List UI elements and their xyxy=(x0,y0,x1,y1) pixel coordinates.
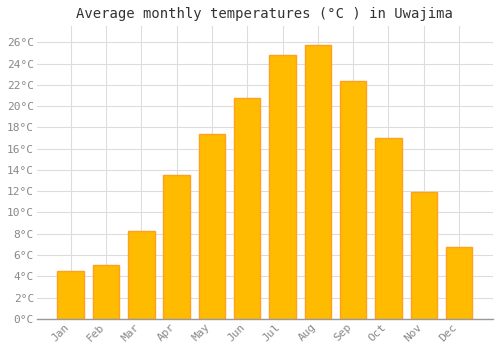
Bar xyxy=(304,46,331,319)
Bar xyxy=(340,80,366,319)
Bar xyxy=(446,246,472,319)
Title: Average monthly temperatures (°C ) in Uwajima: Average monthly temperatures (°C ) in Uw… xyxy=(76,7,454,21)
Bar xyxy=(58,271,84,319)
Bar xyxy=(270,55,296,319)
Bar xyxy=(410,192,437,319)
Bar xyxy=(375,138,402,319)
Bar xyxy=(164,175,190,319)
Bar xyxy=(93,265,120,319)
Bar xyxy=(128,231,154,319)
Bar xyxy=(198,134,225,319)
Bar xyxy=(234,98,260,319)
